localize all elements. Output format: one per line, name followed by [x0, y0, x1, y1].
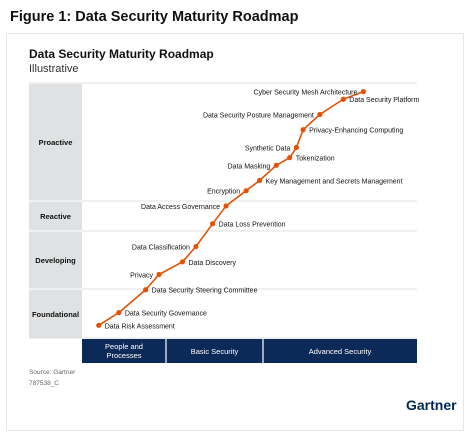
point-privacy	[156, 271, 162, 278]
point-key-management-and-secrets-management	[256, 177, 263, 184]
level-band-foundational	[29, 290, 82, 338]
point-label-encryption: Encryption	[207, 189, 240, 196]
level-label-developing: Developing	[35, 256, 76, 265]
point-label-data-discovery: Data Discovery	[189, 260, 237, 267]
point-data-masking	[273, 162, 279, 168]
point-synthetic-data	[293, 144, 299, 151]
gartner-logo: Gartner	[406, 397, 457, 413]
point-data-security-platform	[340, 96, 346, 102]
figure-title: Figure 1: Data Security Maturity Roadmap	[10, 9, 299, 25]
point-cyber-security-mesh-architecture	[360, 89, 366, 95]
level-band-reactive	[29, 202, 82, 230]
level-band-developing	[29, 232, 82, 288]
point-data-risk-assessment	[96, 322, 102, 328]
chart-card	[6, 33, 464, 431]
level-band-proactive	[29, 84, 82, 200]
point-data-access-governance	[223, 203, 229, 209]
point-label-cyber-security-mesh-architecture: Cyber Security Mesh Architecture	[254, 90, 358, 97]
chart-title: Data Security Maturity Roadmap	[29, 47, 214, 61]
point-data-discovery	[179, 259, 186, 265]
point-data-security-steering-committee	[143, 287, 149, 293]
level-label-proactive: Proactive	[39, 138, 73, 147]
point-encryption	[243, 188, 249, 194]
point-label-key-management-and-secrets-management: Key Management and Secrets Management	[266, 179, 403, 186]
point-data-loss-prevention	[210, 221, 216, 227]
point-privacy-enhancing-computing	[300, 127, 306, 133]
point-tokenization	[287, 155, 293, 161]
point-label-synthetic-data: Synthetic Data	[245, 146, 291, 153]
point-label-privacy-enhancing-computing: Privacy-Enhancing Computing	[309, 128, 403, 135]
point-data-security-posture-management	[317, 111, 323, 118]
point-label-data-masking: Data Masking	[228, 163, 271, 170]
point-data-security-governance	[116, 310, 122, 316]
x-category-basic-security: Basic Security	[191, 347, 239, 356]
point-label-data-security-platform: Data Security Platform	[349, 97, 419, 104]
point-label-data-access-governance: Data Access Governance	[141, 204, 220, 211]
point-label-data-classification: Data Classification	[132, 245, 190, 252]
x-category-people-and-processes: People and Processes	[105, 342, 143, 360]
source-note: Source: Gartner	[29, 369, 76, 376]
point-label-data-security-governance: Data Security Governance	[125, 311, 207, 318]
point-label-data-security-posture-management: Data Security Posture Management	[203, 112, 314, 119]
x-axis-bar	[82, 339, 417, 363]
level-label-foundational: Foundational	[32, 310, 79, 319]
chart-subtitle: Illustrative	[29, 63, 79, 75]
x-category-advanced-security: Advanced Security	[309, 347, 372, 356]
point-label-tokenization: Tokenization	[296, 156, 335, 163]
document-id: 787538_C	[29, 380, 59, 387]
point-label-privacy: Privacy	[130, 273, 153, 280]
point-label-data-loss-prevention: Data Loss Prevention	[219, 222, 286, 229]
level-label-reactive: Reactive	[40, 212, 71, 221]
point-data-classification	[193, 243, 199, 250]
point-label-data-security-steering-committee: Data Security Steering Committee	[152, 288, 258, 295]
point-label-data-risk-assessment: Data Risk Assessment	[105, 323, 175, 330]
